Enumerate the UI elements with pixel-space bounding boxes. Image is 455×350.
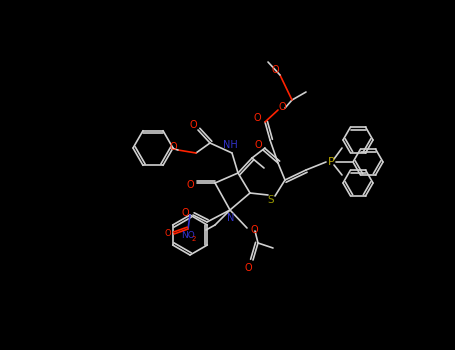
Text: O: O [244, 263, 252, 273]
Text: P: P [328, 157, 334, 167]
Text: O: O [169, 142, 177, 152]
Text: O: O [254, 140, 262, 150]
Text: O: O [189, 120, 197, 130]
Text: O: O [278, 102, 286, 112]
Text: O: O [186, 180, 194, 190]
Text: NH: NH [222, 140, 238, 150]
Text: O: O [181, 208, 189, 218]
Text: O: O [271, 65, 279, 75]
Text: O: O [165, 230, 172, 238]
Text: O: O [253, 113, 261, 123]
Text: 2: 2 [192, 236, 196, 242]
Text: NO: NO [181, 231, 195, 240]
Text: N: N [228, 213, 235, 223]
Text: S: S [268, 195, 274, 205]
Text: O: O [250, 225, 258, 235]
